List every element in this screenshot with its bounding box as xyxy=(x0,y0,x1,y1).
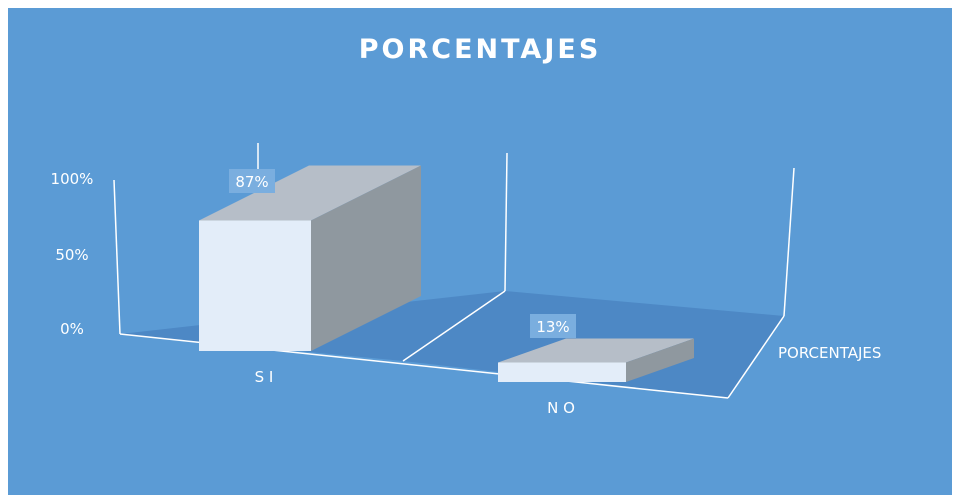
data-label-box xyxy=(530,314,576,338)
axis-line xyxy=(727,315,785,399)
series-label: PORCENTAJES xyxy=(778,344,881,362)
bar-top-face xyxy=(498,338,694,363)
chart-title: PORCENTAJES xyxy=(358,34,602,65)
category-label: N O xyxy=(547,399,575,417)
category-label: S I xyxy=(255,368,274,386)
bar-si xyxy=(199,165,421,351)
bar-front-face xyxy=(498,362,626,382)
chart-plot: 0% 50% 100% 87% 13% S I N O PORCENTAJES xyxy=(51,143,881,417)
bar-no xyxy=(498,338,694,382)
y-tick-label: 100% xyxy=(51,170,94,188)
chart-area: PORCENTAJES 0% 50% 100% 87% 13% S I N O PORCENT… xyxy=(8,8,952,495)
axis-line xyxy=(783,167,795,317)
grid-line xyxy=(402,290,506,362)
bar-side-face xyxy=(311,165,421,351)
data-label: 13% xyxy=(536,318,569,336)
bar-side-face xyxy=(626,338,694,382)
axis-line xyxy=(113,179,121,335)
y-tick-label: 50% xyxy=(55,246,88,264)
y-tick-label: 0% xyxy=(60,320,84,338)
grid-line xyxy=(504,152,508,292)
bar-top-face xyxy=(199,165,421,221)
data-label-box xyxy=(229,169,275,193)
data-label: 87% xyxy=(235,173,268,191)
bar-front-face xyxy=(199,220,311,351)
